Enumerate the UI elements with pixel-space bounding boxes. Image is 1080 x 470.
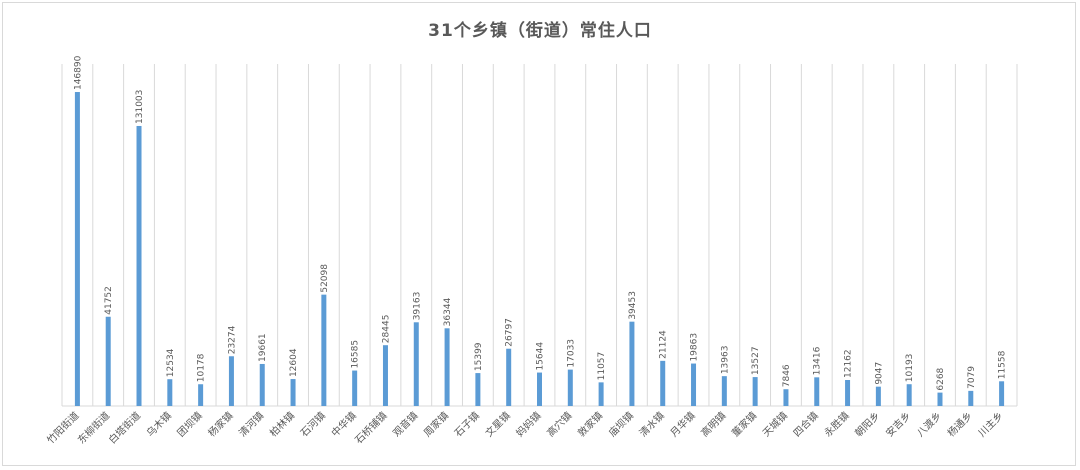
data-label: 12162 <box>844 349 854 378</box>
bar <box>259 363 265 406</box>
data-label: 12534 <box>166 348 176 377</box>
data-label: 11057 <box>597 352 607 381</box>
chart-title: 31个乡镇（街道）常住人口 <box>428 21 652 41</box>
category-label: 董家镇 <box>729 409 759 439</box>
category-label: 永胜镇 <box>821 409 851 439</box>
data-label: 13416 <box>813 346 823 375</box>
category-label: 妈妈镇 <box>513 409 543 439</box>
category-label: 杨家镇 <box>205 409 235 439</box>
category-label: 石桥铺镇 <box>352 409 389 446</box>
bar <box>814 377 820 406</box>
data-label: 26797 <box>505 318 515 347</box>
data-label: 13527 <box>751 346 761 375</box>
category-label: 清水镇 <box>636 409 666 439</box>
bar <box>537 372 542 406</box>
bar <box>752 377 758 406</box>
category-label: 安吉乡 <box>883 409 913 439</box>
category-label: 敦家镇 <box>575 409 605 439</box>
data-label: 17033 <box>566 339 576 368</box>
data-label: 39453 <box>628 291 638 320</box>
data-label: 19661 <box>258 333 268 362</box>
category-label: 天城镇 <box>760 409 790 439</box>
bar <box>937 392 943 406</box>
data-label: 52098 <box>320 264 330 293</box>
bar <box>906 384 912 406</box>
category-label: 朝阳乡 <box>853 410 883 440</box>
bar <box>567 369 573 406</box>
bar <box>444 328 450 406</box>
data-label: 28445 <box>381 315 391 344</box>
data-label: 15399 <box>474 342 484 371</box>
bar <box>875 386 881 406</box>
bar <box>721 376 727 406</box>
bar <box>660 360 666 406</box>
category-label: 高明镇 <box>698 409 728 439</box>
category-label: 四合镇 <box>790 409 820 439</box>
bar <box>629 321 635 406</box>
category-label: 团坝镇 <box>174 409 204 439</box>
data-label: 12604 <box>289 348 299 377</box>
category-label: 文星镇 <box>482 409 512 439</box>
bar <box>382 345 388 406</box>
bar <box>290 379 296 406</box>
data-label: 7079 <box>967 366 977 389</box>
data-label: 10178 <box>197 353 207 382</box>
data-label: 15644 <box>536 342 546 371</box>
category-label: 东柳街道 <box>75 409 112 446</box>
bar <box>136 125 142 407</box>
data-label: 41752 <box>104 286 114 315</box>
category-label: 川主乡 <box>976 410 1006 440</box>
category-label: 柏林镇 <box>267 409 297 439</box>
category-label: 庙坝镇 <box>606 409 636 439</box>
bar <box>167 379 173 406</box>
bar <box>321 294 327 406</box>
category-label: 乌木镇 <box>144 409 174 439</box>
data-label: 23274 <box>227 325 237 354</box>
category-label: 白塔街道 <box>106 409 143 446</box>
data-label: 146890 <box>73 55 83 90</box>
data-label: 10193 <box>905 354 915 383</box>
category-label: 石河镇 <box>298 409 328 439</box>
category-label: 月华镇 <box>667 409 697 439</box>
data-label: 39163 <box>412 292 422 321</box>
category-label: 石子镇 <box>452 409 482 439</box>
bar <box>198 384 204 406</box>
data-label: 36344 <box>443 297 453 326</box>
data-label: 131003 <box>135 90 145 124</box>
category-label: 清河镇 <box>236 409 266 439</box>
category-label: 中华镇 <box>328 409 358 439</box>
category-label: 八渡乡 <box>914 409 944 439</box>
data-label: 19863 <box>690 333 700 362</box>
data-label: 7846 <box>782 364 792 387</box>
data-label: 16585 <box>351 340 361 369</box>
bar <box>74 92 80 406</box>
category-label: 竹阳街道 <box>44 409 81 446</box>
bar <box>845 380 851 406</box>
bar <box>105 316 111 406</box>
data-label: 21124 <box>659 330 669 359</box>
bar <box>413 322 419 406</box>
bar <box>968 390 974 406</box>
bar <box>475 373 481 406</box>
category-label: 杨通乡 <box>945 409 975 439</box>
bar <box>352 370 358 406</box>
bar <box>228 356 234 406</box>
data-label: 11558 <box>998 350 1008 379</box>
bar <box>691 363 697 406</box>
data-label: 13963 <box>720 346 730 375</box>
data-label: 6268 <box>936 367 946 390</box>
category-label: 高穴镇 <box>544 409 574 439</box>
bar <box>598 382 604 406</box>
bar <box>999 381 1005 406</box>
bar <box>783 389 789 406</box>
data-label: 9047 <box>874 362 884 385</box>
category-label: 观音镇 <box>390 409 420 439</box>
category-label: 周家镇 <box>421 409 451 439</box>
bar <box>506 348 512 406</box>
